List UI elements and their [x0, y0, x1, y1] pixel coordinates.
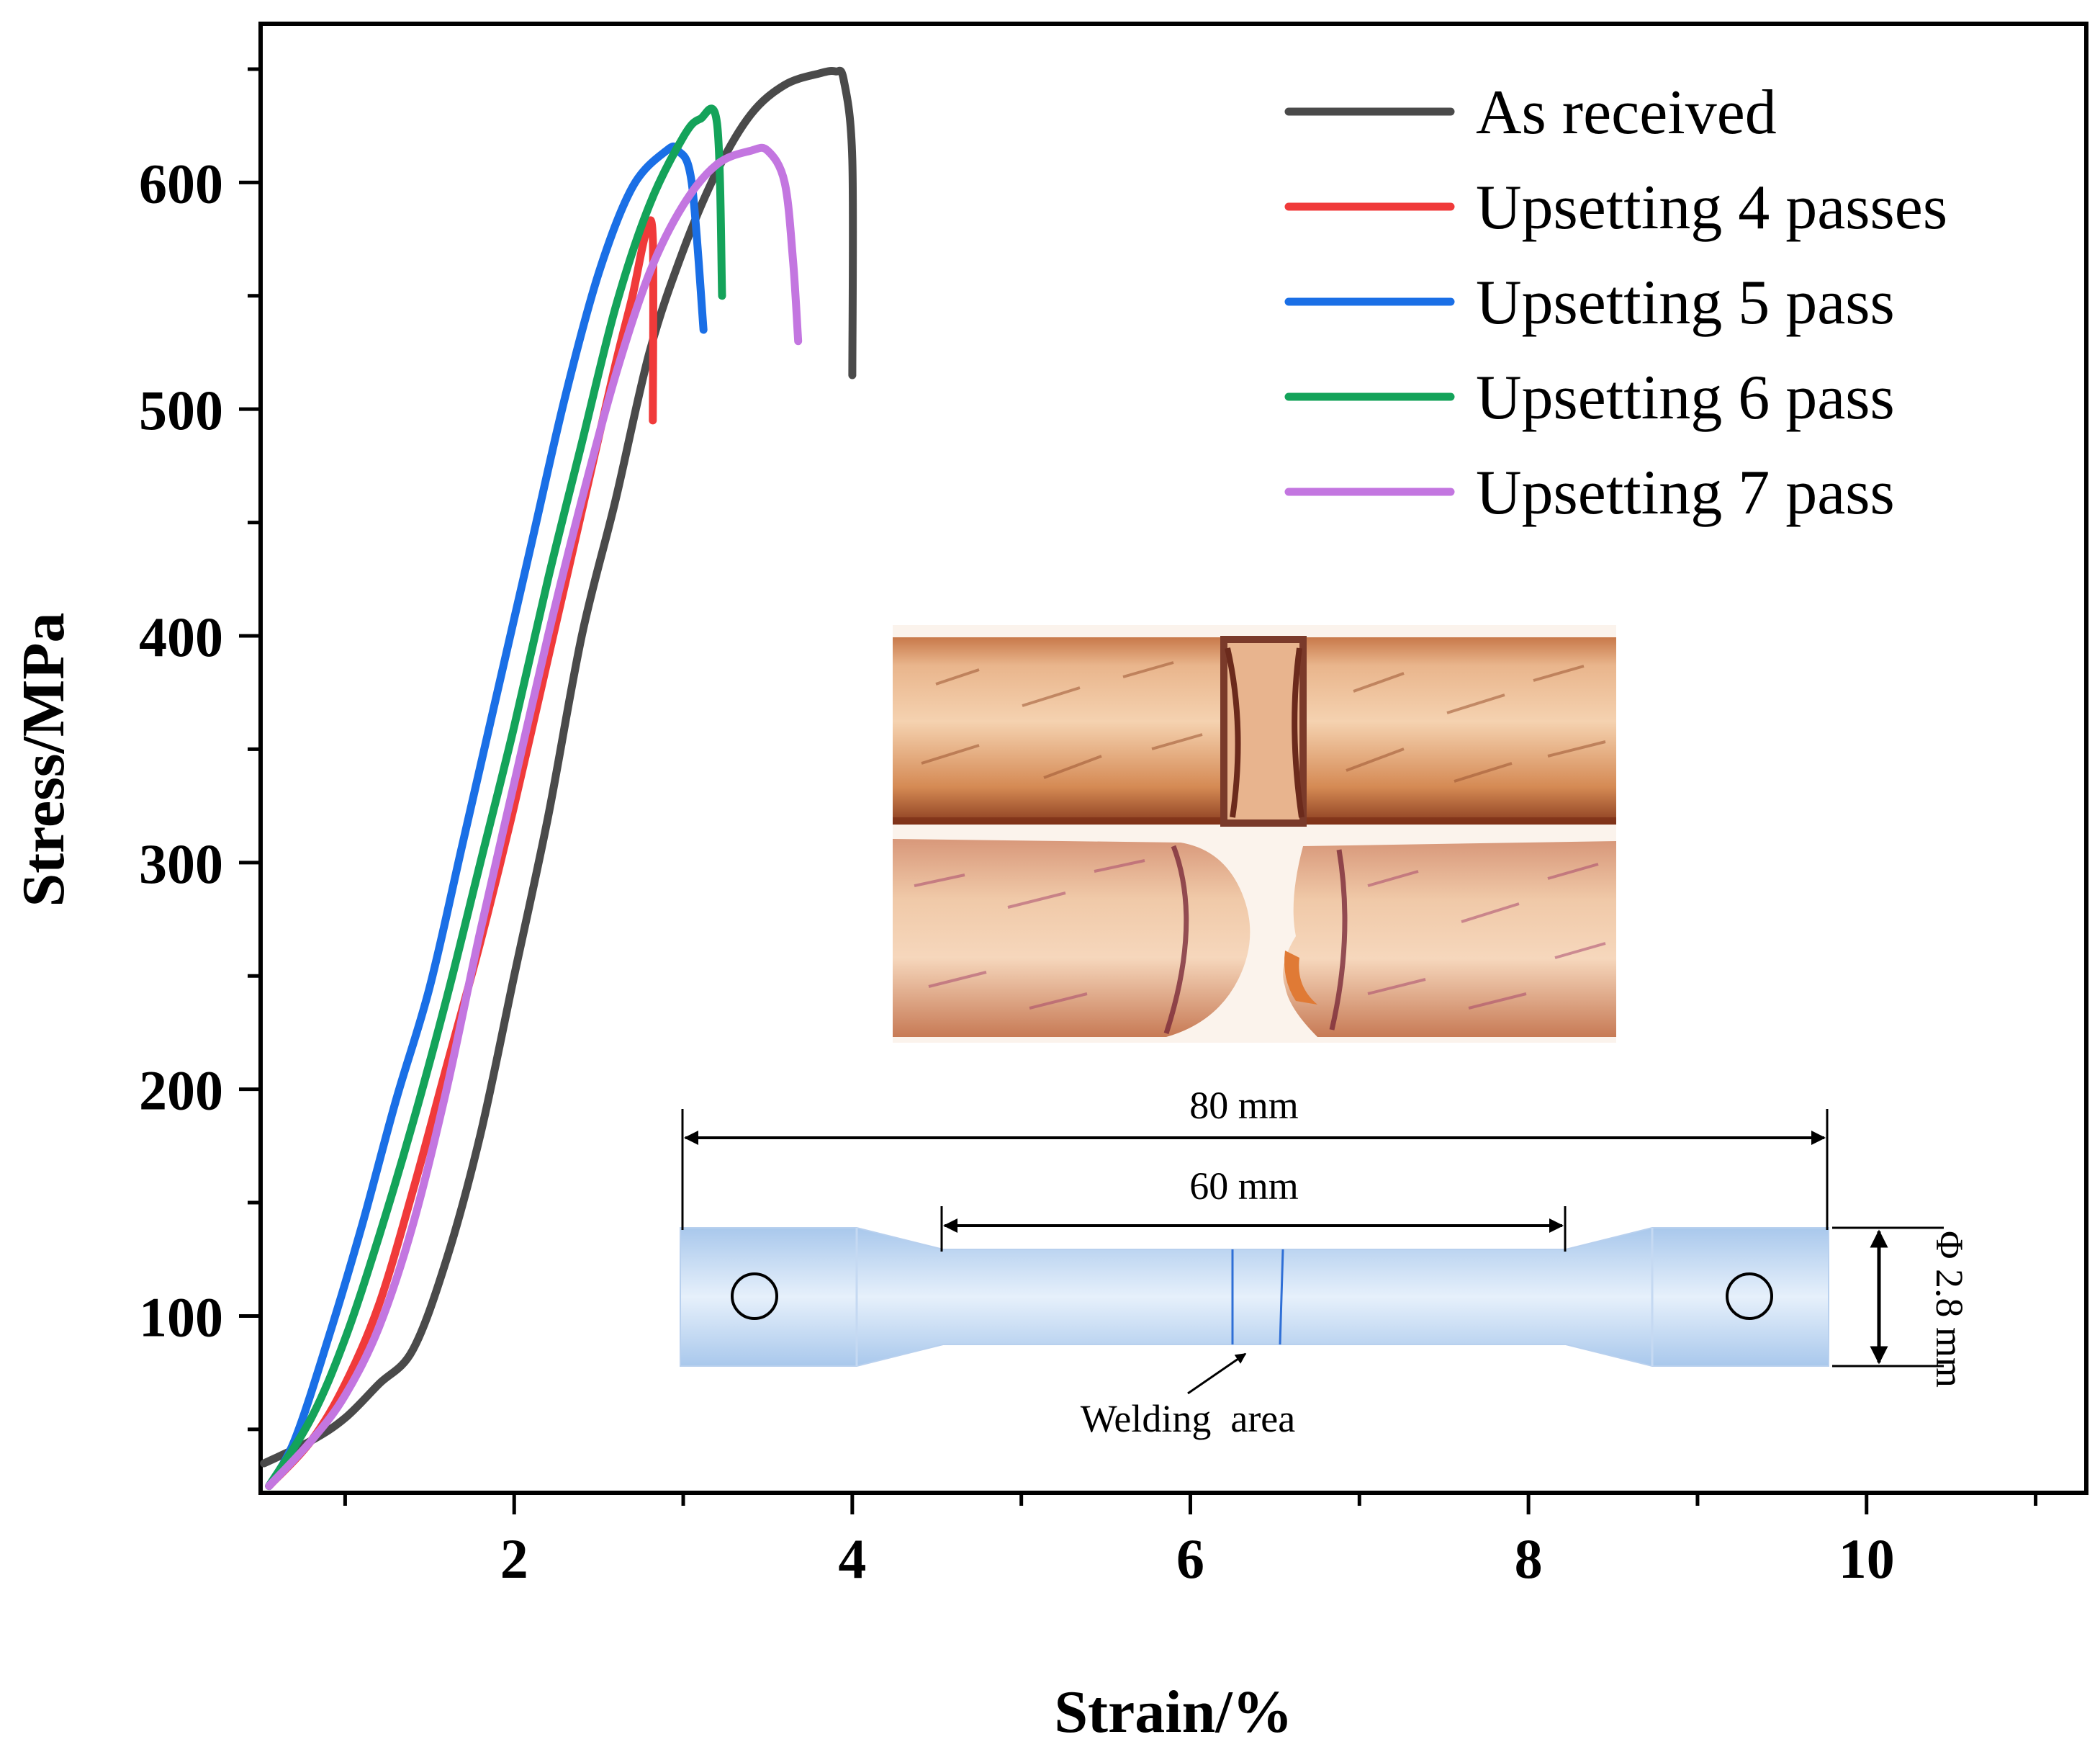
specimen-photo — [893, 625, 1616, 1043]
x-axis-title: Strain/% — [1054, 1679, 1292, 1746]
specimen-schematic: 80 mm 60 mm Φ 2.8 mm Welding area — [680, 1084, 1971, 1440]
diameter-label: Φ 2.8 mm — [1928, 1231, 1971, 1388]
x-tick-label-2: 2 — [500, 1527, 528, 1590]
x-tick-label-4: 4 — [838, 1527, 866, 1590]
y-tick-label-600: 600 — [139, 152, 223, 215]
series-line-5 — [265, 143, 803, 1491]
legend-label-4: Upsetting 6 pass — [1476, 363, 1895, 433]
x-tick-label-10: 10 — [1839, 1527, 1895, 1590]
y-tick-label-300: 300 — [139, 832, 223, 895]
pin-hole-right — [1726, 1272, 1773, 1320]
y-tick-label-500: 500 — [139, 379, 223, 441]
legend-label-2: Upsetting 4 passes — [1476, 173, 1947, 243]
plot-frame — [258, 22, 2088, 1495]
y-tick-label-100: 100 — [139, 1285, 223, 1348]
legend-label-3: Upsetting 5 pass — [1476, 268, 1895, 338]
legend: As received Upsetting 4 passes Upsetting 5… — [1284, 78, 1947, 528]
legend-label-1: As received — [1476, 78, 1777, 148]
total-length-label: 80 mm — [1189, 1084, 1299, 1127]
series-line-3 — [265, 142, 708, 1491]
series-line-2 — [265, 216, 657, 1491]
gauge-length-label: 60 mm — [1189, 1164, 1299, 1208]
y-axis-title: Stress/MPa — [10, 612, 77, 907]
series-lines — [260, 66, 857, 1491]
axis-ticks — [239, 67, 2038, 1514]
x-tick-label-6: 6 — [1176, 1527, 1204, 1590]
y-tick-label-400: 400 — [139, 606, 223, 668]
legend-label-5: Upsetting 7 pass — [1476, 458, 1895, 528]
series-line-1 — [260, 66, 857, 1468]
series-line-4 — [265, 104, 726, 1491]
welding-area-label: Welding area — [1081, 1397, 1296, 1440]
axis-tick-labels: 2 4 6 8 10 100 200 300 400 500 600 — [139, 152, 1895, 1590]
x-tick-label-8: 8 — [1515, 1527, 1543, 1590]
pin-hole-left — [731, 1272, 778, 1320]
y-tick-label-200: 200 — [139, 1059, 223, 1122]
